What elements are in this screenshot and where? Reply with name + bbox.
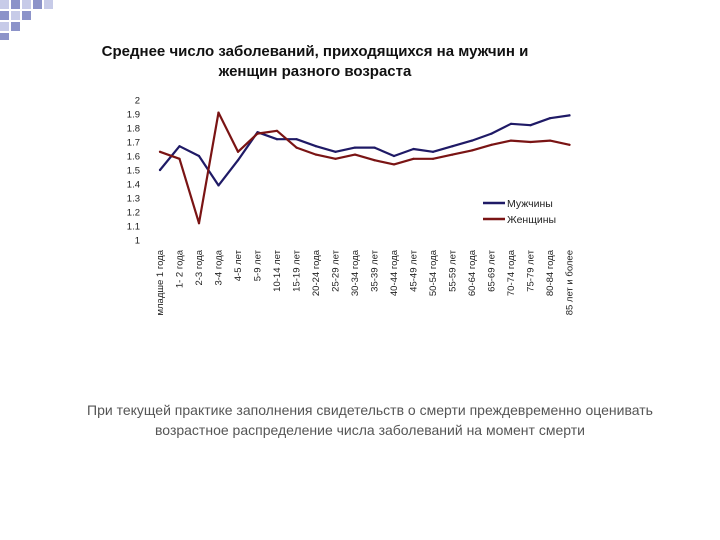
legend-label-female: Женщины [507, 214, 556, 226]
x-tick-label: 4-5 лет [233, 249, 244, 281]
x-tick-label: 70-74 года [506, 249, 517, 296]
data-point-female [470, 149, 474, 152]
checker-squares-icon [0, 0, 53, 40]
data-point-female [451, 153, 454, 156]
data-point-female [529, 140, 532, 144]
data-point-male [334, 150, 337, 153]
x-tick-label: 25-29 лет [331, 249, 342, 291]
y-tick-label: 1 [135, 236, 140, 247]
x-tick-label: 15-19 лет [292, 249, 303, 291]
data-point-male [451, 145, 454, 148]
data-point-male [178, 145, 181, 148]
data-point-male [217, 184, 220, 187]
data-point-female [217, 111, 220, 114]
data-point-female [353, 153, 357, 156]
caption-text: При текущей практике заполнения свидетел… [87, 402, 653, 438]
y-tick-label: 1.7 [127, 138, 140, 149]
data-point-male [529, 124, 532, 127]
y-tick-label: 1.3 [127, 194, 140, 205]
series-line-female [158, 111, 571, 225]
data-point-male [412, 147, 415, 151]
data-point-male [568, 114, 571, 117]
x-tick-label: младше 1 года [155, 249, 166, 315]
x-tick-label: 55-59 лет [448, 249, 459, 291]
legend-label-male: Мужчины [507, 198, 553, 210]
x-tick-label: 3-4 года [214, 249, 225, 285]
data-point-male [197, 154, 201, 158]
data-point-female [509, 139, 513, 142]
data-point-male [470, 139, 474, 142]
x-tick-label: 5-9 лет [253, 249, 264, 281]
x-tick-label: 75-79 лет [526, 249, 537, 291]
data-point-male [314, 145, 318, 148]
data-point-male [490, 132, 493, 135]
x-tick-label: 85 лет и более [565, 250, 576, 315]
x-tick-label: 45-49 лет [409, 249, 420, 291]
x-tick-label: 35-39 лет [370, 249, 381, 291]
x-tick-label: 50-54 года [428, 249, 439, 296]
x-tick-label: 1- 2 года [175, 249, 186, 288]
x-tick-label: 60-64 года [467, 249, 478, 296]
x-tick-label: 20-24 года [311, 249, 322, 296]
data-point-female [275, 129, 279, 132]
series-line-male [158, 114, 571, 187]
data-point-female [548, 139, 552, 142]
data-point-female [373, 159, 376, 162]
data-point-female [158, 150, 162, 153]
data-point-male [236, 159, 240, 162]
x-tick-label: 65-69 лет [487, 249, 498, 291]
data-point-female [314, 153, 318, 156]
data-point-male [275, 138, 279, 141]
data-point-male [295, 138, 298, 141]
data-point-female [431, 157, 435, 160]
y-tick-label: 1.6 [127, 152, 140, 163]
y-tick-label: 1.5 [127, 166, 140, 177]
y-tick-label: 1.9 [127, 110, 140, 121]
data-point-male [509, 122, 513, 125]
data-point-male [353, 146, 357, 149]
data-point-male [548, 117, 552, 120]
y-tick-label: 2 [135, 96, 140, 107]
data-point-female [197, 222, 201, 225]
data-point-female [490, 143, 493, 146]
x-tick-label: 10-14 лет [272, 249, 283, 291]
data-point-female [178, 157, 181, 160]
chart-title: Среднее число заболеваний, приходящихся … [101, 43, 529, 80]
data-point-female [256, 132, 259, 135]
data-point-female [412, 157, 415, 160]
data-point-male [431, 150, 435, 153]
data-point-male [158, 168, 162, 172]
data-point-female [568, 143, 571, 146]
data-point-female [236, 150, 240, 153]
y-tick-label: 1.8 [127, 124, 140, 135]
x-tick-label: 80-84 года [545, 249, 556, 296]
x-tick-label: 2-3 года [194, 249, 205, 285]
y-tick-label: 1.4 [127, 180, 140, 191]
x-tick-label: 40-44 года [389, 249, 400, 296]
data-point-male [373, 146, 376, 149]
data-point-female [392, 163, 396, 166]
y-tick-label: 1.1 [127, 222, 140, 233]
data-point-male [392, 154, 396, 158]
data-point-female [334, 157, 337, 160]
data-point-female [295, 146, 298, 149]
y-tick-label: 1.2 [127, 208, 140, 219]
x-tick-label: 30-34 года [350, 249, 361, 296]
